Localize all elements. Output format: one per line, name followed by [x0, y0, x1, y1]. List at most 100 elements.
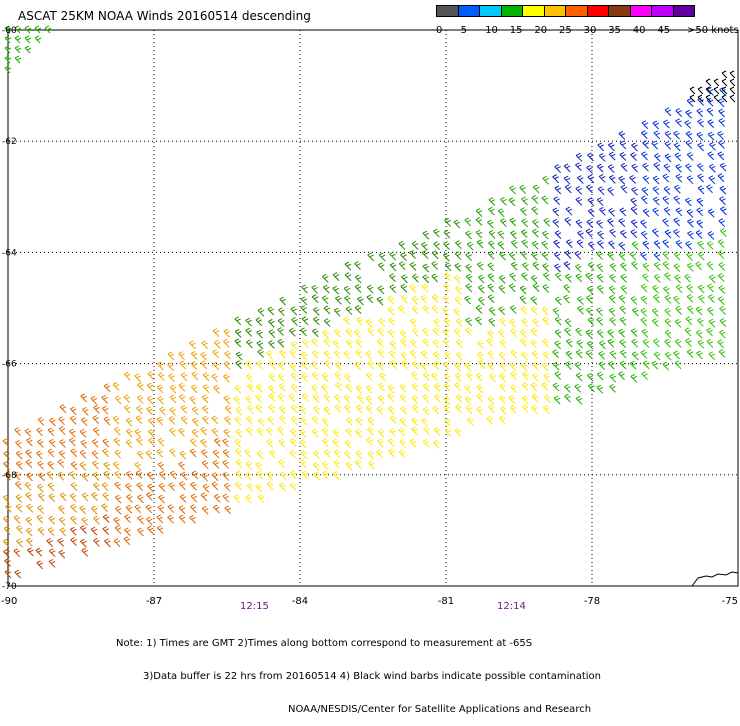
- wind-barb: [289, 449, 297, 459]
- wind-barb: [641, 151, 648, 161]
- wind-barb: [201, 505, 209, 515]
- wind-barb: [432, 327, 440, 337]
- wind-barb: [675, 207, 683, 217]
- wind-barb: [487, 283, 495, 293]
- wind-barb: [377, 361, 384, 371]
- wind-barb: [345, 461, 353, 471]
- wind-barb: [178, 505, 186, 515]
- wind-barb: [288, 327, 296, 337]
- wind-barb: [640, 219, 647, 229]
- wind-barb: [201, 340, 209, 350]
- wind-barb: [398, 305, 405, 314]
- wind-barb: [717, 296, 725, 306]
- wind-barb: [289, 470, 297, 480]
- wind-barb: [234, 316, 242, 326]
- wind-barb: [114, 505, 122, 515]
- wind-barb: [586, 372, 594, 382]
- wind-barb: [453, 307, 461, 317]
- wind-barb: [223, 361, 231, 370]
- wind-barb: [244, 471, 252, 481]
- wind-barb: [675, 163, 682, 173]
- wind-barb: [290, 404, 298, 414]
- wind-barb: [235, 470, 243, 480]
- wind-barb: [478, 360, 485, 369]
- wind-barb: [223, 428, 231, 438]
- wind-barb: [211, 415, 219, 425]
- wind-barb: [520, 306, 528, 315]
- wind-barb: [717, 98, 725, 108]
- wind-barb: [387, 384, 395, 394]
- wind-barb: [92, 415, 100, 424]
- wind-barb: [335, 295, 342, 305]
- wind-barb: [81, 406, 89, 416]
- wind-barb: [80, 538, 87, 548]
- wind-barb: [508, 395, 516, 404]
- wind-barb: [530, 339, 537, 349]
- wind-barb: [323, 360, 331, 369]
- wind-barb: [334, 404, 342, 414]
- wind-barb: [521, 318, 529, 328]
- wind-barb: [653, 162, 661, 171]
- wind-barb: [368, 460, 375, 470]
- wind-barb: [36, 560, 44, 570]
- wind-barb: [345, 306, 353, 316]
- wind-barb: [476, 393, 484, 403]
- wind-barb: [576, 339, 584, 349]
- wind-barb: [114, 494, 122, 504]
- wind-barb: [596, 273, 604, 283]
- wind-barb: [15, 460, 23, 470]
- wind-barb: [675, 173, 683, 183]
- wind-barb: [277, 426, 284, 436]
- wind-barb: [686, 349, 694, 359]
- wind-barb: [278, 482, 286, 492]
- wind-barb: [169, 470, 177, 480]
- wind-barb: [664, 272, 671, 282]
- wind-barb: [411, 296, 419, 305]
- wind-barb: [587, 174, 595, 184]
- wind-barb: [211, 428, 219, 437]
- wind-barb: [332, 438, 339, 448]
- wind-barb: [169, 407, 176, 416]
- wind-barb: [432, 339, 440, 349]
- wind-barb: [422, 338, 430, 348]
- wind-barb: [224, 416, 231, 425]
- wind-barb: [631, 241, 639, 251]
- wind-barb: [532, 372, 539, 382]
- wind-barb: [697, 173, 704, 183]
- wind-barb: [411, 426, 418, 436]
- wind-barb: [499, 362, 507, 372]
- wind-barb: [37, 439, 44, 448]
- wind-barb: [344, 450, 351, 460]
- wind-barb: [147, 371, 155, 380]
- wind-barb: [675, 118, 682, 128]
- wind-barb: [58, 505, 65, 515]
- wind-barb: [599, 206, 606, 216]
- wind-barb: [510, 261, 518, 271]
- wind-barb: [420, 294, 428, 304]
- wind-barb: [487, 329, 494, 339]
- wind-barb: [256, 470, 263, 480]
- wind-barb: [564, 250, 572, 259]
- wind-barb: [36, 514, 44, 524]
- wind-barb: [618, 328, 625, 338]
- wind-barb: [509, 217, 517, 227]
- wind-barb: [299, 459, 307, 469]
- wind-barb: [466, 372, 473, 382]
- wind-barb: [542, 338, 549, 348]
- axis-labels: -90 -87 -84 -81 -78 -75 -60 -62 -64 -66 -68 -70: [1, 26, 738, 607]
- wind-barb: [24, 35, 32, 44]
- wind-barb: [178, 481, 186, 490]
- wind-barb: [268, 340, 275, 349]
- wind-barb: [717, 239, 725, 248]
- wind-barb: [102, 492, 110, 502]
- wind-barb: [443, 317, 451, 327]
- wind-barb: [453, 274, 461, 284]
- wind-barb: [222, 493, 230, 503]
- wind-barb: [705, 94, 712, 103]
- wind-barb: [488, 317, 496, 327]
- wind-barb: [410, 339, 417, 349]
- wind-barb: [104, 538, 111, 548]
- wind-barb: [499, 251, 506, 261]
- wind-barb: [101, 482, 109, 492]
- wind-barb: [486, 416, 494, 425]
